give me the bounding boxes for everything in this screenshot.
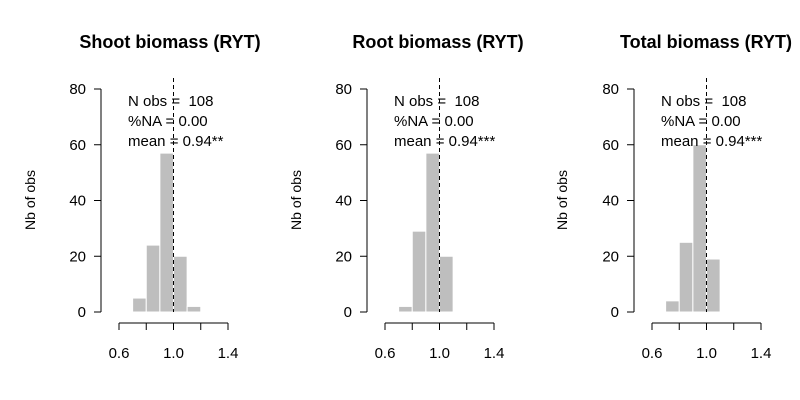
- x-axis: 0.6 1.0 1.4: [109, 322, 239, 362]
- histogram-bar: [439, 255, 454, 313]
- x-tick-label: 1.4: [484, 345, 505, 362]
- y-axis: 0 20 40 60 80: [602, 81, 635, 321]
- annotation-text: %NA = 0.00: [128, 113, 208, 130]
- x-tick-label: 1.0: [696, 345, 717, 362]
- x-tick-label: 0.6: [375, 345, 396, 362]
- y-axis-label: Nb of obs: [22, 170, 38, 230]
- y-tick-label: 80: [335, 81, 352, 98]
- histogram-bar: [678, 241, 694, 313]
- y-tick-label: 20: [335, 248, 352, 265]
- x-tick-label: 0.6: [642, 345, 663, 362]
- x-tick-label: 1.0: [163, 345, 184, 362]
- histogram-bar: [692, 144, 707, 313]
- y-tick-label: 60: [69, 137, 86, 154]
- x-tick-label: 1.4: [751, 345, 772, 362]
- histogram-bar: [173, 255, 188, 313]
- x-tick-label: 1.4: [218, 345, 239, 362]
- chart-title: Root biomass (RYT): [352, 32, 523, 52]
- chart-title: Total biomass (RYT): [620, 32, 792, 52]
- histogram-bar: [425, 152, 440, 313]
- y-tick-label: 80: [69, 81, 86, 98]
- y-tick-label: 0: [344, 304, 352, 321]
- y-tick-label: 60: [602, 137, 619, 154]
- histogram-bar: [145, 244, 161, 313]
- y-axis: 0 20 40 60 80: [335, 81, 368, 321]
- bars: [132, 152, 202, 313]
- y-tick-label: 40: [69, 193, 86, 210]
- chart-title: Shoot biomass (RYT): [79, 32, 260, 52]
- histogram-bar: [186, 305, 202, 313]
- x-axis: 0.6 1.0 1.4: [375, 322, 505, 362]
- y-tick-label: 40: [335, 193, 352, 210]
- annotation-text: N obs = 108: [394, 93, 479, 110]
- y-tick-label: 0: [611, 304, 619, 321]
- histogram-panel-2: Root biomass (RYT) Nb of obs 0 20 40 60 80 0.6 1…: [288, 32, 524, 362]
- histogram-bar: [665, 300, 680, 313]
- y-axis-label: Nb of obs: [288, 170, 304, 230]
- x-tick-label: 0.6: [109, 345, 130, 362]
- bars: [665, 144, 721, 313]
- y-axis: 0 20 40 60 80: [69, 81, 102, 321]
- histogram-bar: [706, 258, 721, 313]
- annotation-text: %NA = 0.00: [394, 113, 474, 130]
- y-tick-label: 60: [335, 137, 352, 154]
- x-tick-label: 1.0: [429, 345, 450, 362]
- histogram-bar: [159, 152, 174, 313]
- annotation-text: N obs = 108: [128, 93, 213, 110]
- histogram-bar: [132, 297, 147, 313]
- y-tick-label: 0: [78, 304, 86, 321]
- annotation-text: %NA = 0.00: [661, 113, 741, 130]
- y-tick-label: 20: [602, 248, 619, 265]
- annotation-text: mean = 0.94***: [661, 133, 762, 150]
- annotation-text: N obs = 108: [661, 93, 746, 110]
- annotation-text: mean = 0.94***: [394, 133, 495, 150]
- x-axis: 0.6 1.0 1.4: [642, 322, 772, 362]
- bars: [398, 152, 454, 313]
- y-tick-label: 80: [602, 81, 619, 98]
- histogram-bar: [411, 230, 427, 313]
- annotation-text: mean = 0.94**: [128, 133, 224, 150]
- y-tick-label: 20: [69, 248, 86, 265]
- histogram-panel-3: Total biomass (RYT) Nb of obs 0 20 40 60 80 0.6…: [554, 32, 792, 362]
- histogram-panel-1: Shoot biomass (RYT) Nb of obs 0 20 40 60 80 0.6…: [22, 32, 261, 362]
- y-axis-label: Nb of obs: [554, 170, 570, 230]
- histogram-bar: [398, 305, 413, 313]
- y-tick-label: 40: [602, 193, 619, 210]
